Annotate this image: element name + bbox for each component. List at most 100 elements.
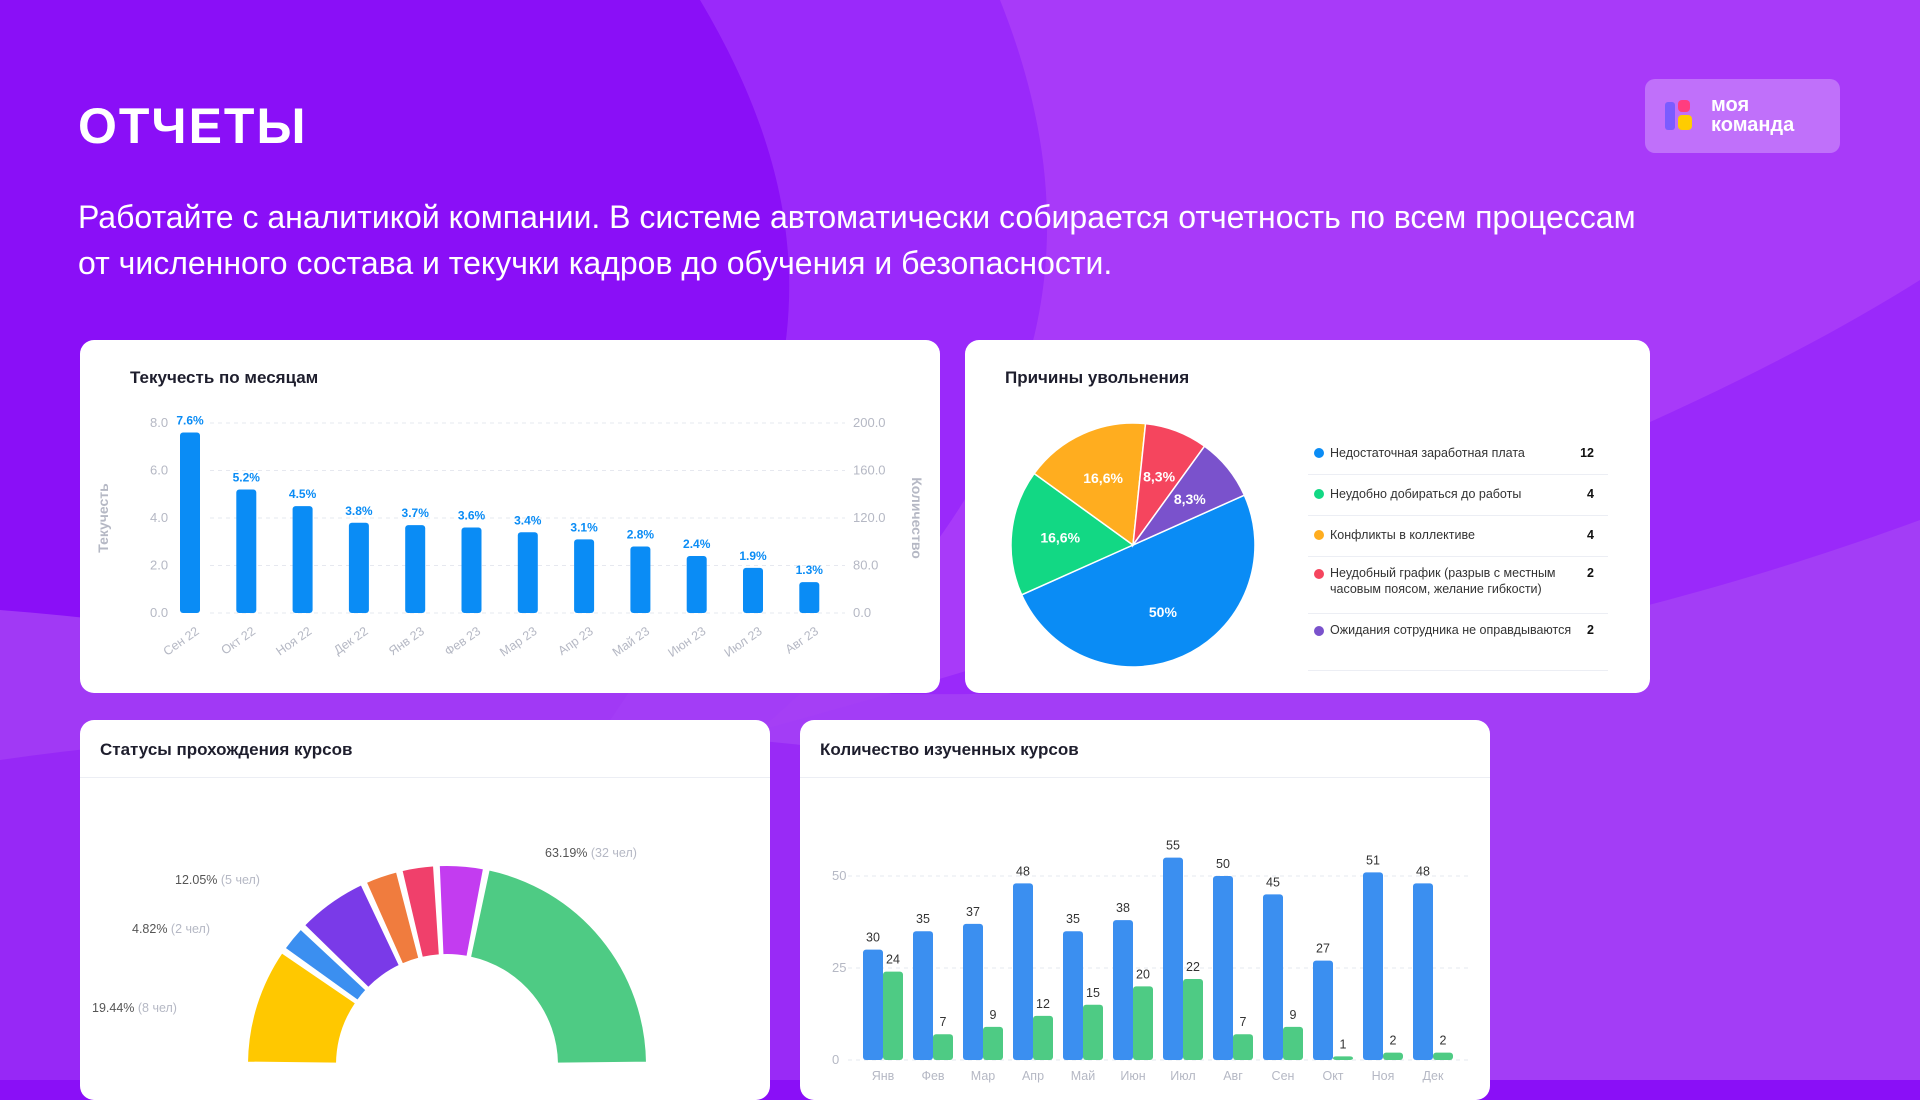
- bar-value-label: 3.4%: [514, 513, 542, 527]
- donut-segment: [364, 870, 421, 966]
- x-tick-label: Дек: [1423, 1069, 1444, 1083]
- turnover-bar: [348, 522, 369, 613]
- bar-value-label: 55: [1166, 839, 1180, 853]
- legend-label: Конфликты в коллективе: [1330, 528, 1475, 542]
- brand-logo-mark-icon: [1665, 100, 1692, 130]
- donut-annotation: 4.82% (2 чел): [132, 922, 210, 936]
- pie-slice: [1020, 494, 1256, 668]
- donut-annotation-count: (5 чел): [221, 873, 260, 887]
- y-tick-label: 8.0: [150, 415, 168, 430]
- bar-value-label: 4.5%: [289, 487, 317, 501]
- legend-value: 12: [1580, 446, 1594, 460]
- page-description: Работайте с аналитикой компании. В систе…: [78, 199, 1636, 281]
- course-status-title: Статусы прохождения курсов: [100, 740, 353, 759]
- bar-value-label: 3.7%: [402, 506, 430, 520]
- turnover-bar: [405, 525, 426, 613]
- turnover-bar: [180, 432, 200, 613]
- bar-value-label: 27: [1316, 942, 1330, 956]
- bar-value-label: 3.6%: [458, 509, 486, 523]
- bar-value-label: 7.6%: [176, 414, 204, 428]
- courses-bar-secondary: [983, 1026, 1003, 1060]
- turnover-bar: [743, 567, 763, 613]
- bar-value-label: 15: [1086, 986, 1100, 1000]
- bar-value-label: 20: [1136, 967, 1150, 981]
- bar-value-label: 2.4%: [683, 537, 711, 551]
- x-tick-label: Май: [1071, 1069, 1096, 1083]
- bar-value-label: 22: [1186, 960, 1200, 974]
- pie-slice-label: 8,3%: [1174, 491, 1206, 507]
- bar-value-label: 9: [990, 1008, 997, 1022]
- brand-logo-text: моя команда: [1711, 95, 1794, 135]
- x-tick-label: Янв: [872, 1069, 895, 1083]
- legend-color-swatch: [1314, 569, 1324, 579]
- x-tick-label: Апр: [1022, 1069, 1044, 1083]
- courses-bar-primary: [1163, 857, 1183, 1060]
- bar-value-label: 3.8%: [345, 504, 373, 518]
- courses-bar-primary: [1113, 920, 1133, 1060]
- donut-annotation-percent: 63.19%: [545, 846, 591, 860]
- x-tick-label: Окт: [1322, 1069, 1343, 1083]
- bar-value-label: 35: [1066, 912, 1080, 926]
- pie-slice-label: 50%: [1149, 604, 1178, 620]
- pie-slice-label: 8,3%: [1143, 469, 1175, 485]
- courses-bar-secondary: [1183, 979, 1203, 1060]
- legend-label: Недостаточная заработная плата: [1330, 446, 1525, 460]
- courses-studied-title: Количество изученных курсов: [820, 740, 1079, 759]
- turnover-bar-chart: 0.0 0.0 2.0 80.0 4.0 120.0 6.0 160.0 8.0 200.0 Тек…: [95, 414, 925, 660]
- brand-logo-line2: команда: [1711, 114, 1795, 136]
- bar-value-label: 1: [1340, 1037, 1347, 1051]
- x-tick-label: Ноя 22: [273, 624, 314, 659]
- legend-item: Недостаточная заработная плата 12: [1308, 434, 1608, 475]
- donut-segment: [468, 868, 648, 1065]
- bar-value-label: 45: [1266, 875, 1280, 889]
- donut-annotation-count: (8 чел): [138, 1001, 177, 1015]
- legend-item: Конфликты в коллективе 4: [1308, 516, 1608, 557]
- dismissal-reasons-legend: Недостаточная заработная плата 12 Неудобно…: [1308, 434, 1608, 671]
- courses-bar-primary: [863, 949, 883, 1060]
- courses-bar-secondary: [883, 971, 903, 1060]
- y2-tick-label: 200.0: [853, 415, 886, 430]
- bar-value-label: 24: [886, 953, 900, 967]
- legend-label: Неудобно добираться до работы: [1330, 487, 1522, 501]
- donut-annotation: 12.05% (5 чел): [175, 873, 260, 887]
- courses-studied-divider: [800, 777, 1490, 778]
- turnover-bar: [686, 556, 707, 613]
- turnover-bar: [574, 539, 595, 613]
- y-axis-label: Текучесть: [95, 483, 111, 553]
- courses-bar-primary: [1013, 883, 1033, 1060]
- x-tick-label: Июн: [1120, 1069, 1145, 1083]
- legend-value: 2: [1587, 623, 1594, 637]
- course-status-semi-donut: 19.44% (8 чел) 4.82% (2 чел) 12.05% (5 чел…: [92, 846, 648, 1065]
- legend-value: 4: [1587, 487, 1594, 501]
- donut-segment: [246, 951, 358, 1065]
- donut-segment: [400, 864, 441, 959]
- donut-segment: [437, 864, 486, 958]
- donut-annotation: 63.19% (32 чел): [545, 846, 637, 860]
- brand-logo[interactable]: моя команда: [1645, 79, 1840, 153]
- y-tick-label: 0: [832, 1052, 839, 1067]
- bar-value-label: 12: [1036, 997, 1050, 1011]
- pie-slice: [1130, 445, 1246, 547]
- x-tick-label: Май 23: [610, 624, 652, 660]
- y2-tick-label: 160.0: [853, 463, 886, 478]
- courses-studied-bar-chart: 025503024Янв357Фев379Мар4812Апр3515Май38…: [832, 839, 1470, 1083]
- bar-value-label: 1.9%: [739, 549, 767, 563]
- bar-value-label: 2: [1440, 1034, 1447, 1048]
- bar-value-label: 2.8%: [627, 528, 655, 542]
- courses-studied-card: Количество изученных курсов 0 25 50 30 24 Янв…: [800, 720, 1490, 1100]
- turnover-bar: [236, 489, 257, 613]
- courses-bar-secondary: [1333, 1056, 1353, 1060]
- turnover-bar: [461, 527, 482, 613]
- courses-bar-secondary: [1083, 1004, 1103, 1060]
- x-tick-label: Мар 23: [497, 624, 539, 659]
- bar-value-label: 51: [1366, 853, 1380, 867]
- turnover-chart-title: Текучесть по месяцам: [130, 368, 319, 387]
- donut-segment: [302, 883, 401, 990]
- legend-label: Ожидания сотрудника не оправдываются: [1330, 623, 1572, 637]
- courses-bar-primary: [1063, 931, 1083, 1060]
- bar-value-label: 35: [916, 912, 930, 926]
- x-tick-label: Мар: [971, 1069, 996, 1083]
- courses-bar-primary: [1413, 883, 1433, 1060]
- legend-color-swatch: [1314, 489, 1324, 499]
- turnover-bar: [292, 506, 313, 613]
